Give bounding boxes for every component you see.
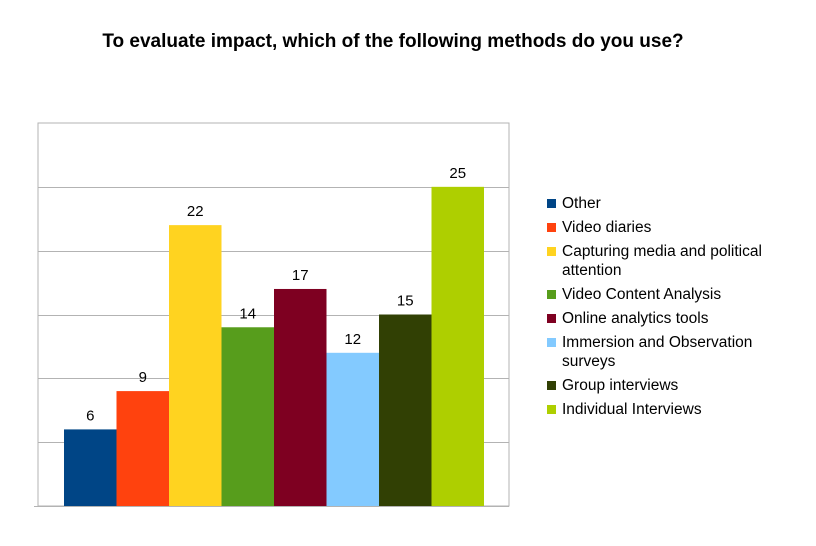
legend-label: Online analytics tools [562, 310, 709, 327]
data-label-6: 12 [344, 331, 361, 348]
legend-swatch [547, 405, 556, 414]
bar-7 [379, 314, 432, 506]
legend-item-4: Video Content Analysis [547, 285, 809, 304]
bar-1 [64, 429, 117, 506]
legend-item-3: Capturing media and political attention [547, 242, 809, 280]
legend-item-5: Online analytics tools [547, 309, 809, 328]
legend-item-7: Group interviews [547, 376, 809, 395]
legend-label: Video Content Analysis [562, 286, 722, 303]
data-label-7: 15 [397, 293, 414, 310]
data-label-8: 25 [449, 165, 466, 182]
bar-8 [431, 186, 484, 507]
legend-swatch [547, 314, 556, 323]
bar-2 [116, 391, 169, 506]
legend-swatch [547, 223, 556, 232]
legend-swatch [547, 381, 556, 390]
legend-label: Capturing media and political attention [562, 243, 762, 279]
data-label-3: 22 [187, 203, 204, 220]
legend-swatch [547, 338, 556, 347]
legend-swatch [547, 199, 556, 208]
legend-item-6: Immersion and Observation surveys [547, 333, 809, 371]
legend-swatch [547, 247, 556, 256]
legend-label: Individual Interviews [562, 401, 702, 418]
legend-label: Video diaries [562, 219, 652, 236]
legend-item-8: Individual Interviews [547, 400, 809, 419]
legend-item-2: Video diaries [547, 218, 809, 237]
legend-swatch [547, 290, 556, 299]
data-label-4: 14 [239, 305, 256, 322]
legend-label: Group interviews [562, 377, 679, 394]
bar-6 [326, 352, 379, 506]
data-label-1: 6 [86, 407, 94, 424]
data-label-5: 17 [292, 267, 309, 284]
chart-legend: Other Video diaries Capturing media and po… [547, 194, 809, 424]
bar-5 [274, 288, 327, 506]
chart-title: To evaluate impact, which of the followi… [102, 31, 684, 52]
data-label-2: 9 [139, 369, 147, 386]
legend-label: Other [562, 195, 601, 212]
bar-4 [221, 327, 274, 506]
legend-item-1: Other [547, 194, 809, 213]
bar-3 [169, 225, 222, 506]
legend-label: Immersion and Observation surveys [562, 334, 753, 370]
